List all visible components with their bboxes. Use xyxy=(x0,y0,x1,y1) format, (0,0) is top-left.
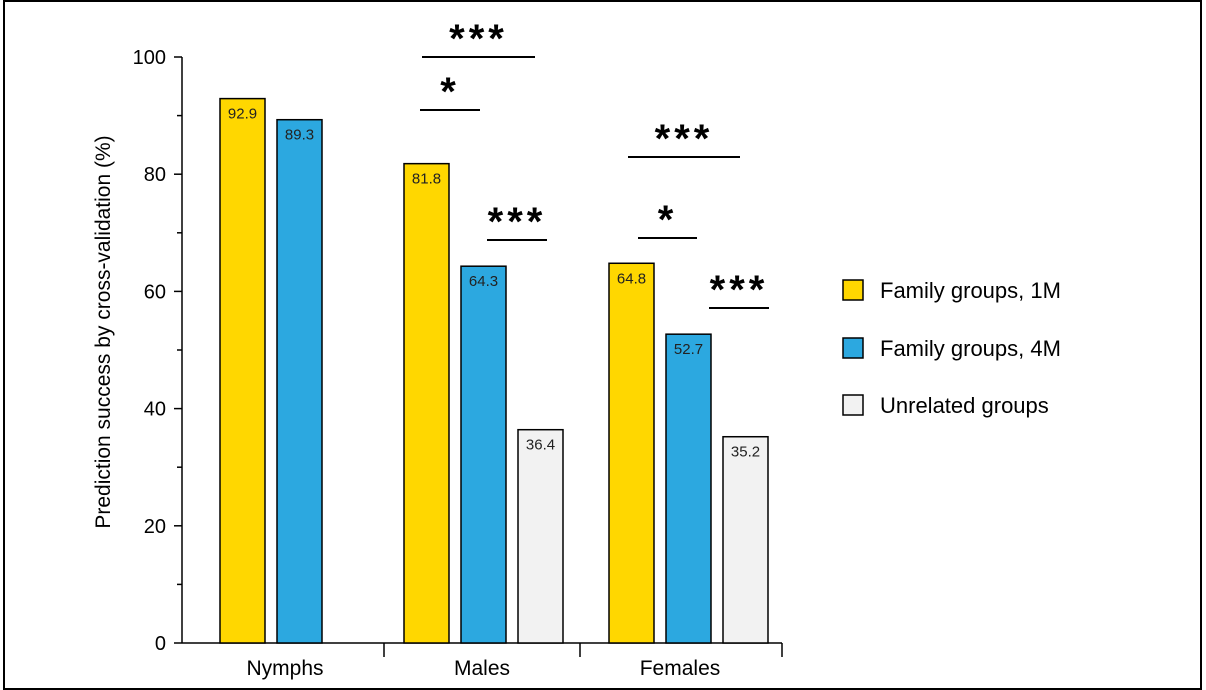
y-axis-label: Prediction success by cross-validation (… xyxy=(92,135,115,528)
bar xyxy=(722,435,769,644)
significance-stars: *** xyxy=(449,17,508,61)
x-category-label: Males xyxy=(454,657,510,680)
legend-swatch xyxy=(842,394,864,416)
y-tick-label: 100 xyxy=(133,47,166,69)
bar xyxy=(460,265,507,644)
bar xyxy=(276,118,323,644)
significance-stars: * xyxy=(440,70,460,114)
bar xyxy=(665,333,712,644)
bar xyxy=(517,428,564,644)
bar-value-label: 64.3 xyxy=(469,273,498,290)
legend-swatch xyxy=(842,337,864,359)
y-tick-label: 40 xyxy=(144,399,166,421)
bar-value-label: 89.3 xyxy=(285,127,314,144)
legend-swatch xyxy=(842,279,864,301)
legend-label: Family groups, 4M xyxy=(880,336,1061,361)
bar xyxy=(403,162,450,644)
bar xyxy=(219,97,266,644)
significance-stars: *** xyxy=(710,268,769,312)
significance-stars: *** xyxy=(655,117,714,161)
legend-label: Unrelated groups xyxy=(880,393,1049,418)
y-tick-label: 60 xyxy=(144,281,166,303)
significance-brackets: ************** xyxy=(420,17,769,312)
bar-value-label: 36.4 xyxy=(526,437,555,454)
bar xyxy=(608,262,655,644)
x-category-label: Females xyxy=(640,657,721,680)
legend-label: Family groups, 1M xyxy=(880,278,1061,303)
x-category-label: Nymphs xyxy=(246,657,323,680)
bar-value-label: 81.8 xyxy=(412,171,441,188)
bar-value-label: 64.8 xyxy=(617,270,646,287)
significance-stars: *** xyxy=(488,200,547,244)
bar-value-label: 35.2 xyxy=(731,444,760,461)
y-tick-label: 0 xyxy=(155,633,166,655)
bar-value-label: 92.9 xyxy=(228,106,257,123)
significance-stars: * xyxy=(658,198,678,242)
bars: 92.9 89.3 Nymphs 81.8 64.3 36.4 Males 64.8 52.7 3… xyxy=(219,97,769,680)
y-tick-label: 80 xyxy=(144,164,166,186)
bar-value-label: 52.7 xyxy=(674,341,703,358)
y-tick-label: 20 xyxy=(144,516,166,538)
legend: Family groups, 1M Family groups, 4M Unrela… xyxy=(842,278,1061,418)
